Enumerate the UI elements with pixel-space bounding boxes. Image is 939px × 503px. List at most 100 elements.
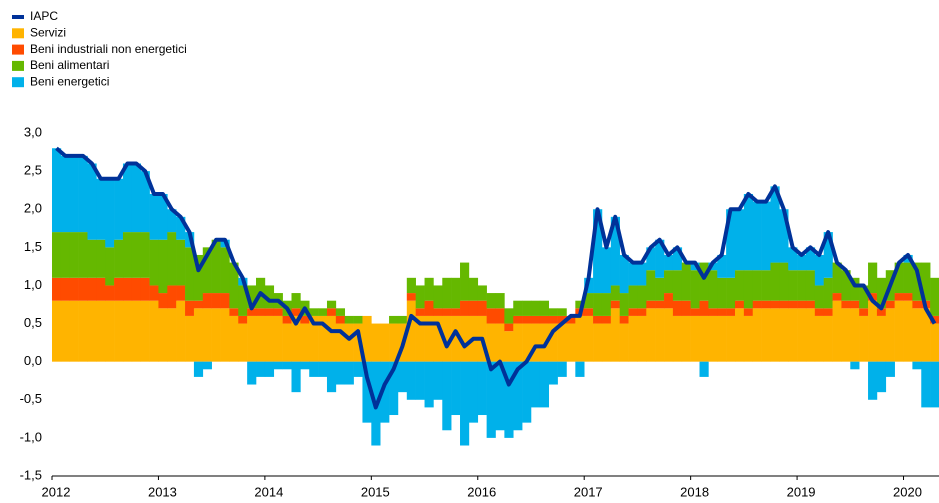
bar	[238, 315, 248, 324]
bar	[87, 239, 97, 278]
bar	[397, 315, 408, 324]
bar	[282, 315, 292, 324]
bar	[406, 361, 416, 400]
bar	[761, 270, 771, 301]
bar	[52, 232, 62, 278]
bar	[601, 315, 612, 324]
bar	[548, 323, 558, 362]
bar	[486, 308, 496, 324]
bar	[859, 315, 869, 362]
bar	[60, 155, 71, 233]
bar	[291, 361, 301, 393]
bar	[628, 315, 638, 362]
bar	[646, 270, 656, 301]
bar	[300, 323, 310, 362]
bar	[717, 315, 727, 362]
bar	[158, 193, 168, 240]
bar	[60, 300, 71, 362]
bar	[619, 315, 629, 324]
legend-label: Beni industriali non energetici	[30, 42, 187, 56]
bar	[451, 315, 461, 362]
bar	[850, 308, 860, 362]
bar	[335, 308, 346, 316]
bar	[681, 315, 691, 362]
bar	[646, 308, 656, 362]
bar	[619, 323, 629, 362]
bar	[912, 262, 922, 301]
bar	[876, 277, 887, 309]
bar	[176, 300, 186, 362]
bar	[185, 315, 195, 362]
bar	[486, 293, 496, 309]
bar	[122, 163, 133, 233]
bar	[628, 285, 638, 309]
bar	[655, 239, 665, 278]
bar	[60, 277, 71, 301]
bar	[326, 361, 337, 393]
bar	[708, 270, 718, 309]
bar	[96, 277, 106, 301]
bar	[708, 262, 718, 271]
bar	[52, 277, 62, 301]
bar	[655, 300, 665, 309]
bar	[761, 308, 771, 362]
bar	[406, 293, 416, 301]
bar	[87, 277, 97, 301]
legend-label: Beni alimentari	[30, 58, 109, 72]
x-tick-label: 2018	[680, 484, 709, 499]
bar	[335, 315, 346, 324]
bar	[140, 277, 150, 301]
bar	[495, 308, 505, 324]
bar	[805, 300, 816, 309]
bar	[442, 315, 452, 362]
bar	[921, 308, 931, 362]
legend: IAPC Servizi Beni industriali non energeti…	[12, 9, 187, 88]
bar	[761, 300, 771, 309]
bar	[610, 300, 620, 309]
bar	[131, 300, 141, 362]
bar	[460, 262, 470, 301]
bar	[734, 270, 745, 301]
bar	[69, 232, 79, 278]
bar	[797, 270, 807, 301]
bar	[717, 308, 727, 316]
bar	[140, 171, 150, 233]
bar	[344, 361, 354, 385]
bar	[894, 293, 904, 301]
bar	[752, 300, 762, 309]
bar	[841, 308, 851, 362]
bar	[823, 232, 833, 278]
bar	[717, 277, 727, 309]
bar	[548, 308, 558, 316]
bar	[770, 300, 780, 309]
bar	[105, 247, 115, 286]
bar	[362, 361, 372, 423]
bar	[193, 361, 204, 377]
bar	[868, 361, 878, 400]
bar	[122, 277, 133, 301]
bar	[513, 315, 523, 324]
bar	[637, 308, 647, 316]
bar	[424, 277, 434, 301]
bar	[326, 315, 337, 362]
bar	[69, 155, 79, 233]
bar	[140, 232, 150, 278]
bar	[530, 323, 541, 362]
x-tick-label: 2019	[787, 484, 816, 499]
x-tick-label: 2012	[42, 484, 71, 499]
bar	[637, 285, 647, 309]
bar	[397, 361, 408, 393]
bar	[131, 163, 141, 233]
bar	[868, 293, 878, 301]
bar	[601, 247, 612, 294]
bar	[451, 361, 461, 416]
bar	[424, 300, 434, 316]
bar	[105, 178, 115, 248]
bar	[566, 323, 576, 362]
bar	[513, 323, 523, 362]
bar	[841, 300, 851, 309]
bar	[708, 315, 718, 362]
bar	[149, 239, 159, 286]
bar	[734, 308, 745, 362]
bar	[770, 308, 780, 362]
